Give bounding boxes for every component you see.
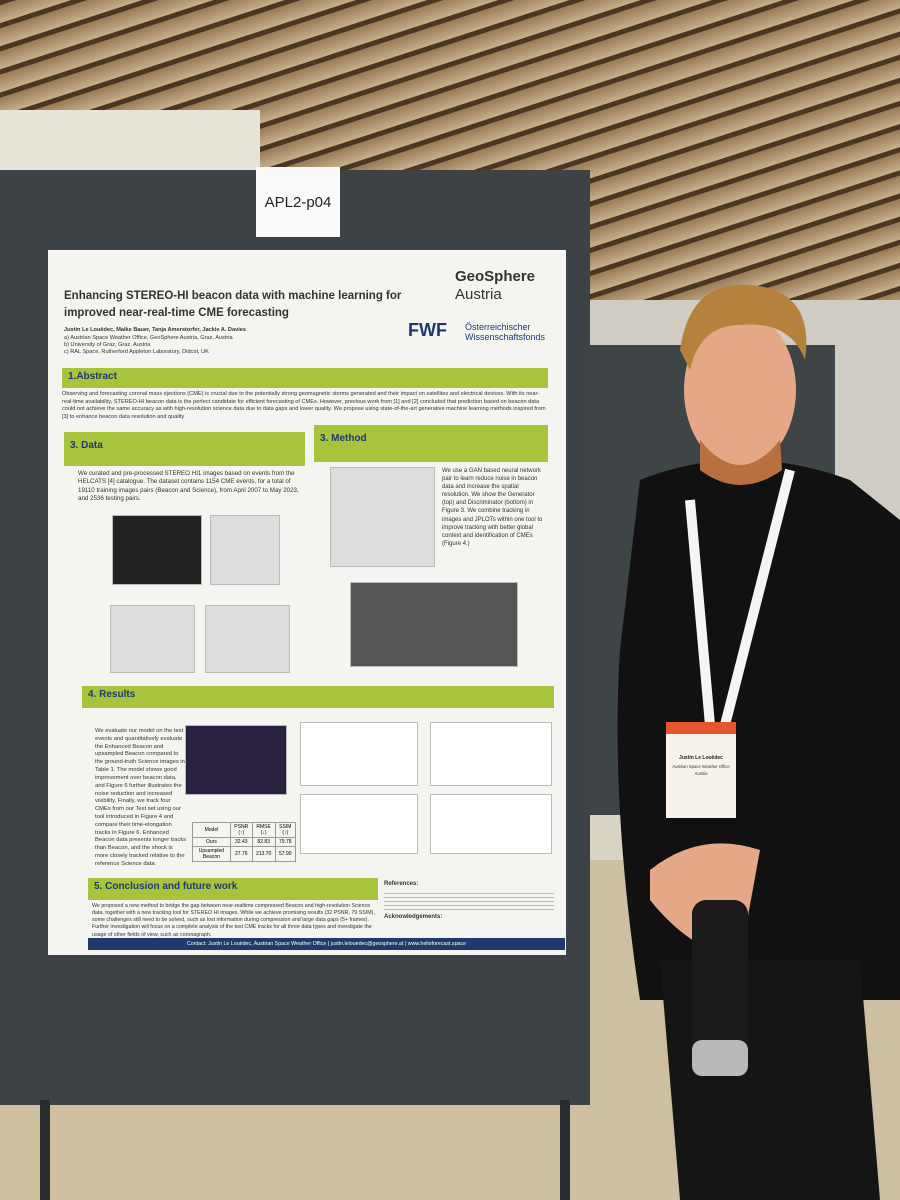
table-cell: SSIM (↑) [274, 822, 296, 838]
figure [185, 725, 287, 795]
board-leg [40, 1100, 50, 1200]
figure [205, 605, 290, 673]
results-table: Model PSNR (↑) RMSE (↓) SSIM (↑) Ours 32… [192, 822, 296, 862]
table-cell: 82.83 [251, 837, 276, 847]
board-leg [560, 1100, 570, 1200]
poster-number: APL2-p04 [256, 167, 340, 237]
references-lines [384, 890, 554, 912]
method-text: We use a GAN based neural network pair t… [442, 468, 543, 547]
section-heading: 4. Results [82, 686, 554, 708]
table-cell: Upsampled Beacon [192, 846, 231, 862]
logo-text: Wissenschaftsfonds [465, 332, 546, 342]
logo-text: FWF [408, 320, 447, 340]
badge [666, 722, 736, 818]
acknowledgements-heading: Acknowledgements: [384, 914, 443, 920]
bottle [692, 900, 748, 1076]
table-cell: 79.78 [274, 837, 296, 847]
affiliation: b) University of Graz, Graz, Austria [64, 342, 151, 348]
table-header: Model PSNR (↑) RMSE (↓) SSIM (↑) [192, 822, 296, 838]
bottle-cap [692, 1040, 748, 1076]
section-heading: 1.Abstract [62, 368, 548, 388]
conclusion-text: We proposed a new method to bridge the g… [92, 903, 375, 937]
table-cell: 32.43 [229, 837, 253, 847]
table-row: Upsampled Beacon 27.76 213.70 57.90 [192, 846, 296, 862]
table-cell: Model [192, 822, 231, 838]
shirt [617, 460, 900, 1000]
figure [300, 722, 418, 786]
table-cell: PSNR (↑) [229, 822, 253, 838]
badge-name: Justin Le Louëdec [679, 755, 723, 761]
table-cell: 213.70 [251, 846, 276, 862]
affiliation: c) RAL Space, Rutherford Appleton Labora… [64, 349, 209, 355]
references-heading: References: [384, 881, 419, 887]
data-text: We curated and pre-processed STEREO HI1 … [78, 470, 299, 503]
figure [210, 515, 280, 585]
figure [110, 605, 195, 673]
table-cell: 27.76 [229, 846, 253, 862]
logo-text: Austria [455, 286, 502, 303]
poster-title: Enhancing STEREO-HI beacon data with mac… [64, 290, 402, 319]
badge-affiliation: Austrian Space Weather Office [672, 764, 730, 769]
figure [430, 722, 552, 786]
results-text: We evaluate our model on the test events… [95, 728, 187, 867]
logo-text: Österreichischer [465, 322, 531, 332]
figure [300, 794, 418, 854]
section-heading: 3. Data [64, 432, 305, 466]
abstract-text: Observing and forecasting coronal mass e… [62, 391, 546, 420]
hair [680, 284, 807, 370]
table-cell: Ours [192, 837, 231, 847]
figure [350, 582, 518, 667]
figure [112, 515, 202, 585]
lanyard [685, 468, 795, 727]
beard [700, 440, 782, 485]
section-heading: 3. Method [314, 425, 548, 462]
table-cell: 57.90 [274, 846, 296, 862]
figure [430, 794, 552, 854]
authors: Justin Le Louëdec, Maike Bauer, Tanja Am… [64, 327, 246, 333]
section-heading: 5. Conclusion and future work [88, 878, 378, 900]
face [684, 312, 796, 468]
affiliation: a) Austrian Space Weather Office, GeoSph… [64, 335, 233, 341]
logo-text: GeoSphere [455, 268, 536, 285]
badge-header [666, 722, 736, 734]
table-cell: RMSE (↓) [251, 822, 276, 838]
figure [330, 467, 435, 567]
badge-country: Austria [694, 771, 708, 776]
footer: Contact: Justin Le Louëdec, Austrian Spa… [88, 938, 565, 950]
table-row: Ours 32.43 82.83 79.78 [192, 837, 296, 847]
